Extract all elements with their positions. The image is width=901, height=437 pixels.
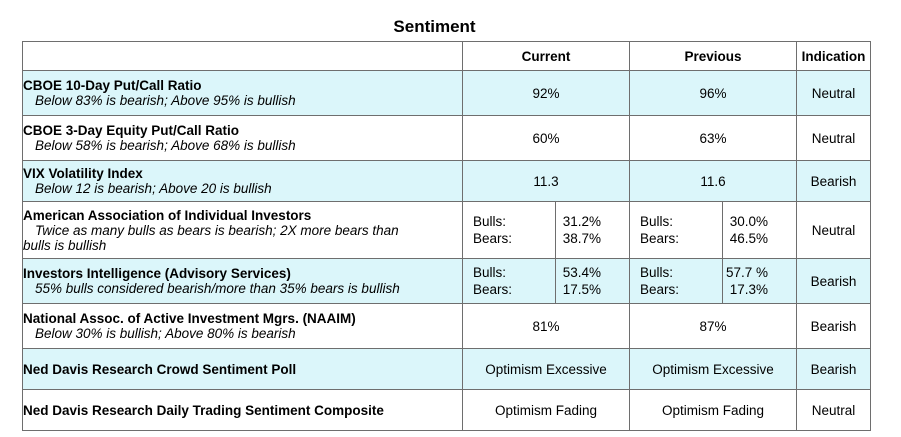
indicator-desc-continued: bulls is bullish	[23, 237, 107, 253]
bears-label: Bears:	[473, 282, 513, 297]
header-previous: Previous	[629, 41, 797, 71]
indicator-cell: CBOE 10-Day Put/Call Ratio Below 83% is …	[22, 70, 463, 116]
bulls-label: Bulls:	[640, 265, 674, 280]
bears-label: Bears:	[640, 231, 680, 246]
table-row: CBOE 10-Day Put/Call Ratio Below 83% is …	[22, 70, 871, 116]
header-indicator	[22, 41, 463, 71]
indication-value: Neutral	[796, 115, 871, 161]
bears-value: 17.3%	[729, 282, 768, 297]
indicator-name: CBOE 3-Day Equity Put/Call Ratio	[23, 123, 240, 138]
previous-value: 63%	[629, 115, 797, 161]
current-value: Optimism Excessive	[462, 348, 630, 390]
previous-value: 96%	[629, 70, 797, 116]
indicator-cell: Ned Davis Research Crowd Sentiment Poll	[22, 348, 463, 390]
indication-value: Neutral	[796, 201, 871, 259]
bulls-label: Bulls:	[473, 265, 507, 280]
current-value: 11.3	[462, 160, 630, 202]
previous-value: Optimism Fading	[629, 389, 797, 431]
current-split-cell: Bulls: Bears: 53.4% 17.5%	[462, 258, 630, 304]
bears-label: Bears:	[640, 282, 680, 297]
indicator-desc: Below 83% is bearish; Above 95% is bulli…	[35, 93, 296, 108]
table-row: Ned Davis Research Daily Trading Sentime…	[22, 389, 871, 431]
bulls-value: 30.0%	[729, 214, 768, 229]
current-value: 81%	[462, 303, 630, 349]
header-current: Current	[462, 41, 630, 71]
indication-value: Bearish	[796, 258, 871, 304]
bears-label: Bears:	[473, 231, 513, 246]
indicator-name: National Assoc. of Active Investment Mgr…	[23, 311, 356, 326]
table-title: Sentiment	[393, 17, 476, 36]
indicator-cell: Ned Davis Research Daily Trading Sentime…	[22, 389, 463, 431]
indicator-desc: Below 58% is bearish; Above 68% is bulli…	[35, 138, 296, 153]
indicator-name: Investors Intelligence (Advisory Service…	[23, 266, 291, 281]
header-row: Current Previous Indication	[22, 41, 871, 71]
indicator-name: Ned Davis Research Crowd Sentiment Poll	[23, 361, 297, 377]
table-row: Investors Intelligence (Advisory Service…	[22, 258, 871, 304]
table-row: VIX Volatility Index Below 12 is bearish…	[22, 160, 871, 202]
bears-value: 17.5%	[562, 282, 601, 297]
previous-value: 87%	[629, 303, 797, 349]
indication-value: Bearish	[796, 303, 871, 349]
bulls-label: Bulls:	[640, 214, 674, 229]
indicator-desc: Below 12 is bearish; Above 20 is bullish	[35, 181, 272, 196]
previous-value: 11.6	[629, 160, 797, 202]
previous-value: Optimism Excessive	[629, 348, 797, 390]
previous-split-cell: Bulls: Bears: 57.7 % 17.3%	[629, 258, 797, 304]
indicator-cell: VIX Volatility Index Below 12 is bearish…	[22, 160, 463, 202]
indicator-cell: Investors Intelligence (Advisory Service…	[22, 258, 463, 304]
bears-value: 46.5%	[729, 231, 768, 246]
table-row: Ned Davis Research Crowd Sentiment Poll …	[22, 348, 871, 390]
bulls-value: 31.2%	[562, 214, 601, 229]
current-value: 60%	[462, 115, 630, 161]
indicator-name: American Association of Individual Inves…	[23, 207, 312, 223]
indication-value: Bearish	[796, 160, 871, 202]
indicator-name: Ned Davis Research Daily Trading Sentime…	[23, 402, 384, 418]
current-value: Optimism Fading	[462, 389, 630, 431]
indicator-cell: American Association of Individual Inves…	[22, 201, 463, 259]
indicator-desc: 55% bulls considered bearish/more than 3…	[35, 281, 400, 296]
table-row: National Assoc. of Active Investment Mgr…	[22, 303, 871, 349]
indicator-name: VIX Volatility Index	[23, 166, 143, 181]
bears-value: 38.7%	[562, 231, 601, 246]
bulls-label: Bulls:	[473, 214, 507, 229]
table-row: American Association of Individual Inves…	[22, 201, 871, 259]
bulls-value: 53.4%	[562, 265, 601, 280]
indicator-desc: Below 30% is bullish; Above 80% is beari…	[35, 326, 296, 341]
previous-split-cell: Bulls: Bears: 30.0% 46.5%	[629, 201, 797, 259]
indication-value: Neutral	[796, 70, 871, 116]
indication-value: Bearish	[796, 348, 871, 390]
indicator-cell: National Assoc. of Active Investment Mgr…	[22, 303, 463, 349]
indicator-name: CBOE 10-Day Put/Call Ratio	[23, 78, 202, 93]
indicator-desc: Twice as many bulls as bears is bearish;…	[35, 222, 399, 238]
table-row: CBOE 3-Day Equity Put/Call Ratio Below 5…	[22, 115, 871, 161]
bulls-value: 57.7 %	[725, 265, 768, 280]
header-indication: Indication	[796, 41, 871, 71]
sentiment-table: Current Previous Indication CBOE 10-Day …	[22, 41, 871, 431]
current-split-cell: Bulls: Bears: 31.2% 38.7%	[462, 201, 630, 259]
indicator-cell: CBOE 3-Day Equity Put/Call Ratio Below 5…	[22, 115, 463, 161]
indication-value: Neutral	[796, 389, 871, 431]
current-value: 92%	[462, 70, 630, 116]
